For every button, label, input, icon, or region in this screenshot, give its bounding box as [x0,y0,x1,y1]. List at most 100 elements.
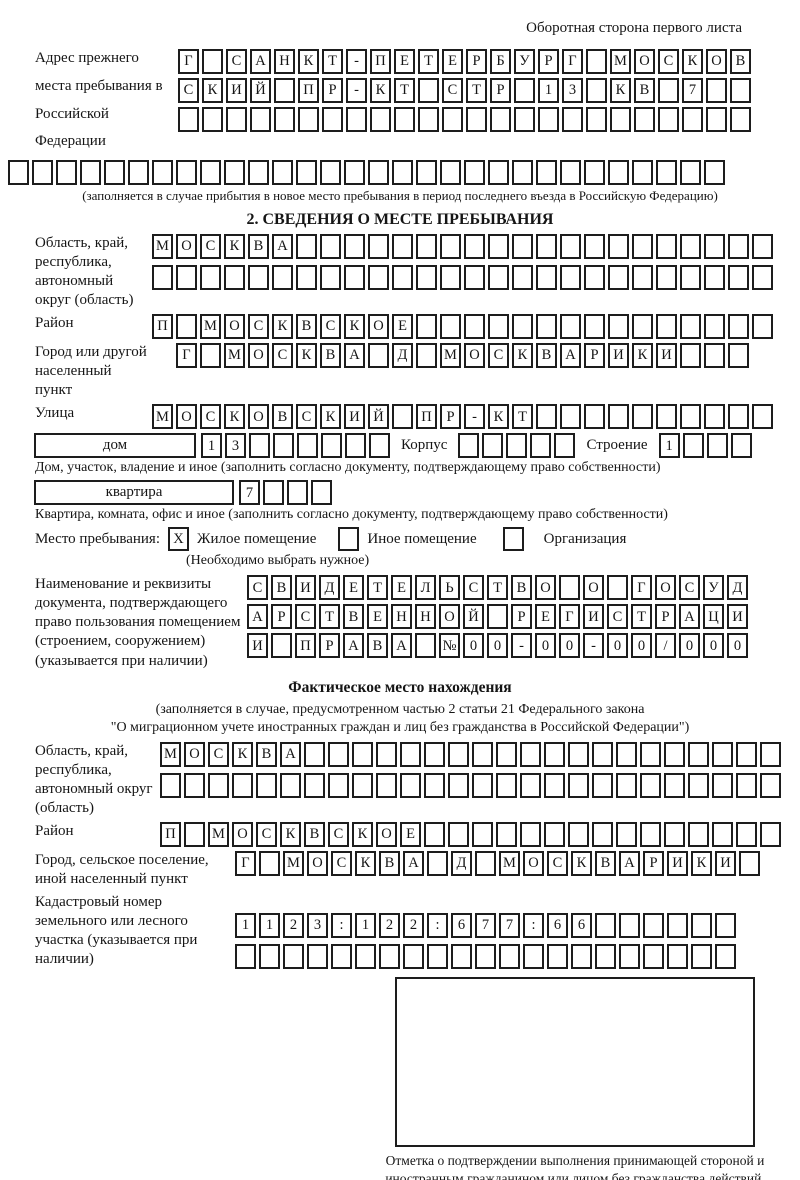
char-cell [610,107,631,132]
char-cell [104,160,125,185]
char-cell [176,160,197,185]
char-cell: : [427,913,448,939]
char-cell [736,772,757,798]
char-cell [200,343,221,369]
char-cell: Д [451,851,472,877]
char-cell [682,107,703,132]
char-cell: Е [392,314,413,340]
char-cell [80,160,101,185]
char-cell [392,265,413,290]
char-cell: О [176,404,197,430]
char-cell: С [296,404,317,430]
char-cell: Т [631,604,652,630]
checkbox-zhiloe: X [168,527,189,552]
char-cell: Т [394,78,415,103]
char-cell [304,741,325,767]
char-cell: Й [463,604,484,630]
fact-oblast-row-2 [160,772,781,798]
char-cell [640,822,661,848]
char-cell: М [440,343,461,369]
char-cell [691,913,712,939]
char-cell: О [248,343,269,369]
char-cell [226,107,247,132]
char-cell [274,107,295,132]
char-cell [400,772,421,798]
char-cell [586,78,607,103]
char-cell [352,772,373,798]
fact-field-kadastr: Кадастровый номер земельного или лесного… [35,893,800,970]
char-cell [592,772,613,798]
char-cell: Н [391,604,412,630]
char-cell: А [272,234,293,259]
char-cell [259,944,280,970]
char-cell [728,265,749,290]
char-cell: С [178,78,199,103]
char-cell [331,944,352,970]
char-cell [488,234,509,259]
char-cell [322,107,343,132]
char-cell: М [499,851,520,877]
char-cell: Е [442,49,463,74]
oblast-row-2 [152,265,773,290]
char-cell [232,772,253,798]
char-cell: П [160,822,181,848]
char-cell: В [343,604,364,630]
char-cell: К [571,851,592,877]
char-cell: С [295,604,316,630]
house-note: Дом, участок, владение и иное (заполнить… [35,460,661,476]
char-cell [608,265,629,290]
char-cell [376,741,397,767]
char-cell [128,160,149,185]
checkbox-inoe [338,527,360,552]
char-cell [370,107,391,132]
char-cell [706,78,727,103]
char-cell [536,160,557,185]
char-cell [152,160,173,185]
char-cell: 0 [607,633,628,659]
char-cell: Е [394,49,415,74]
char-cell [488,160,509,185]
char-cell [56,160,77,185]
char-cell [512,234,533,259]
char-cell [656,404,677,430]
char-cell: Л [415,575,436,601]
char-cell [152,265,173,290]
char-cell [416,234,437,259]
document-row-3: И П Р А В А № 0 0-0 0-0 0/0 0 0 [247,633,748,659]
char-cell [496,741,517,767]
char-cell: И [727,604,748,630]
char-cell [530,433,552,459]
char-cell [482,433,504,459]
char-cell: В [367,633,388,659]
char-cell [688,772,709,798]
char-cell: С [208,741,229,767]
char-cell [544,772,565,798]
char-cell: А [560,343,581,369]
char-cell [345,433,366,459]
option-organizatsiya-label: Организация [543,530,627,547]
fact-section-title: Фактическое место нахождения [288,678,512,696]
char-cell [704,404,725,430]
char-cell [554,433,576,459]
prev-address-row-3 [178,107,751,132]
korpus-label: Корпус [401,437,448,454]
char-cell: К [202,78,223,103]
char-cell [715,913,736,939]
section2-title: 2. СВЕДЕНИЯ О МЕСТЕ ПРЕБЫВАНИЯ [246,211,554,228]
char-cell [427,851,448,877]
fact-oblast-label: Область, край, республика, автономный ок… [35,742,153,817]
char-cell: С [200,234,221,259]
char-cell: С [272,343,293,369]
char-cell [752,314,773,340]
char-cell: О [706,49,727,74]
stay-type-note: (Необходимо выбрать нужное) [186,553,370,569]
char-cell [536,314,557,340]
char-cell [344,234,365,259]
char-cell [730,107,751,132]
char-cell: - [346,78,367,103]
char-cell: В [256,741,277,767]
prev-address-note: (заполняется в случае прибытия в новое м… [82,188,718,203]
char-cell: А [247,604,268,630]
